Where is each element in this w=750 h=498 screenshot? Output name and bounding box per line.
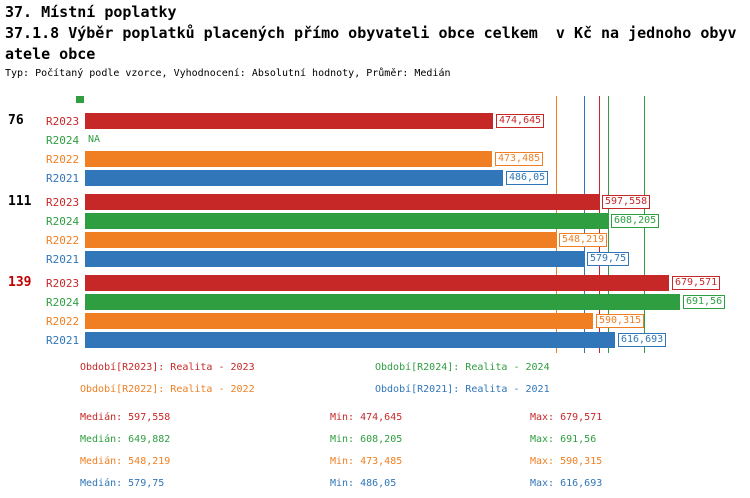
stat-min-r2021: Min: 486,05: [330, 478, 397, 489]
value-bar: [85, 151, 492, 167]
stat-max-r2023: Max: 679,571: [530, 412, 603, 423]
bar-value-label: 473,485: [495, 152, 544, 166]
bar-value-label: 608,205: [611, 214, 660, 228]
bar-value-label: 590,315: [596, 314, 645, 328]
series-row-label: R2021: [46, 172, 80, 185]
stat-min-r2023: Min: 474,645: [330, 412, 403, 423]
legend-item-r2024: Období[R2024]: Realita - 2024: [375, 362, 550, 373]
group-label: 139: [8, 275, 32, 290]
group-label: 76: [8, 113, 24, 128]
stat-median-r2021: Medián: 579,75: [80, 478, 165, 489]
bar-value-label: 679,571: [672, 276, 721, 290]
chart-settings-line: Typ: Počítaný podle vzorce, Vyhodnocení:…: [5, 68, 451, 79]
bar-value-label: 548,219: [559, 233, 608, 247]
stat-max-r2021: Max: 616,693: [530, 478, 603, 489]
bar-value-label: 474,645: [496, 114, 545, 128]
page-subtitle-line1: 37.1.8 Výběr poplatků placených přímo ob…: [5, 24, 737, 42]
value-bar: [85, 332, 615, 348]
na-value-label: NA: [88, 134, 101, 145]
series-row-label: R2021: [46, 334, 80, 347]
bar-value-label: 486,05: [506, 171, 549, 185]
series-row-label: R2022: [46, 315, 80, 328]
legend-item-r2021: Období[R2021]: Realita - 2021: [375, 384, 550, 395]
value-bar: [85, 251, 584, 267]
value-bar: [85, 275, 669, 291]
value-bar: [85, 313, 593, 329]
group-label: 111: [8, 194, 32, 209]
stat-max-r2024: Max: 691,56: [530, 434, 597, 445]
value-bar: [85, 194, 599, 210]
page-subtitle-line2: atele obce: [5, 45, 96, 63]
value-bar: [85, 170, 503, 186]
bar-value-label: 579,75: [587, 252, 630, 266]
series-row-label: R2022: [46, 234, 80, 247]
series-row-label: R2022: [46, 153, 80, 166]
legend-item-r2022: Období[R2022]: Realita - 2022: [80, 384, 255, 395]
series-row-label: R2024: [46, 215, 80, 228]
stat-min-r2024: Min: 608,205: [330, 434, 403, 445]
series-row-label: R2021: [46, 253, 80, 266]
bar-value-label: 691,56: [683, 295, 726, 309]
axis-origin-marker: [76, 96, 84, 103]
value-bar: [85, 232, 556, 248]
series-row-label: R2024: [46, 296, 80, 309]
bar-value-label: 616,693: [618, 333, 667, 347]
stat-min-r2022: Min: 473,485: [330, 456, 403, 467]
series-row-label: R2023: [46, 196, 80, 209]
stat-max-r2022: Max: 590,315: [530, 456, 603, 467]
series-row-label: R2024: [46, 134, 80, 147]
legend-item-r2023: Období[R2023]: Realita - 2023: [80, 362, 255, 373]
bar-value-label: 597,558: [602, 195, 651, 209]
series-row-label: R2023: [46, 277, 80, 290]
value-bar: [85, 294, 680, 310]
page-title: 37. Místní poplatky: [5, 3, 177, 21]
stat-median-r2022: Medián: 548,219: [80, 456, 171, 467]
value-bar: [85, 213, 608, 229]
series-row-label: R2023: [46, 115, 80, 128]
stat-median-r2023: Medián: 597,558: [80, 412, 171, 423]
min-reference-line: [608, 96, 609, 353]
value-bar: [85, 113, 493, 129]
stat-median-r2024: Medián: 649,882: [80, 434, 171, 445]
